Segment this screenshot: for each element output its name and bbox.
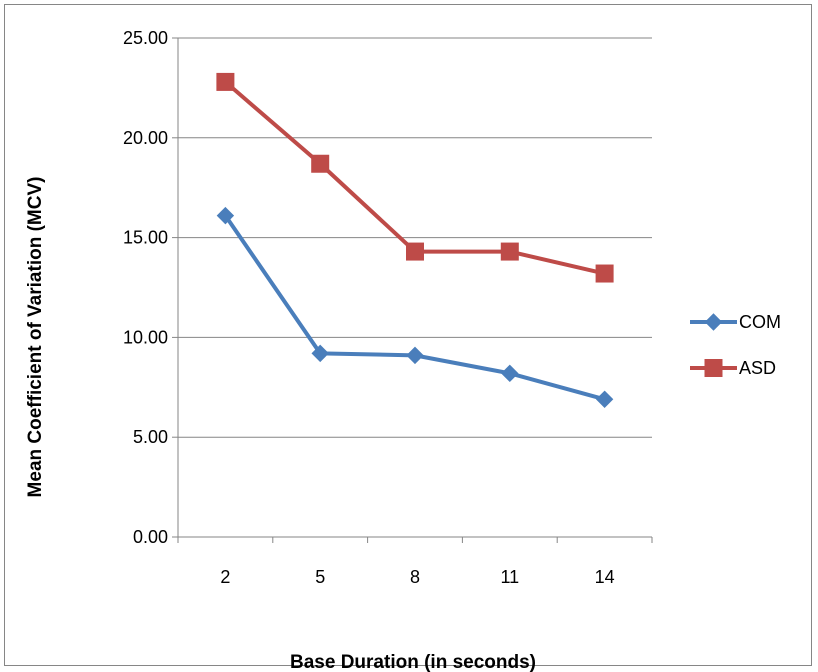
- y-tick-label: 15.00: [123, 228, 168, 248]
- y-axis-title: Mean Coefficient of Variation (MCV): [25, 177, 46, 498]
- y-tick-label: 25.00: [123, 28, 168, 48]
- y-tick-label: 0.00: [133, 527, 168, 547]
- legend-label-asd: ASD: [739, 358, 776, 378]
- legend: COM ASD: [690, 312, 781, 378]
- gridlines: [178, 37, 652, 438]
- data-point-asd: [311, 154, 330, 173]
- legend-marker-asd: [704, 359, 723, 377]
- legend-label-com: COM: [739, 312, 781, 332]
- data-point-com: [595, 390, 614, 408]
- data-point-com: [501, 364, 519, 383]
- data-point-com: [311, 344, 329, 363]
- data-point-asd: [595, 264, 614, 283]
- y-tick-label: 10.00: [123, 327, 168, 347]
- y-tick-label: 20.00: [123, 128, 168, 148]
- x-tick-label: 5: [315, 567, 325, 587]
- data-point-asd: [500, 242, 519, 261]
- x-tick-label: 2: [220, 567, 230, 587]
- series-lines: [216, 72, 614, 408]
- data-point-com: [406, 346, 424, 365]
- data-point-asd: [406, 242, 424, 261]
- legend-marker-com: [704, 313, 723, 331]
- data-point-asd: [216, 72, 235, 91]
- chart-frame: [4, 4, 812, 666]
- x-tick-label: 14: [595, 567, 615, 587]
- x-tick-label: 8: [410, 567, 420, 587]
- data-point-com: [216, 206, 235, 225]
- y-tick-label: 5.00: [133, 427, 168, 447]
- axes: 0.00 5.00 10.00 15.00 20.00 25.00 2 5 8 11 14: [123, 28, 653, 587]
- x-tick-label: 11: [500, 567, 519, 587]
- x-axis-title: Base Duration (in seconds): [290, 652, 536, 672]
